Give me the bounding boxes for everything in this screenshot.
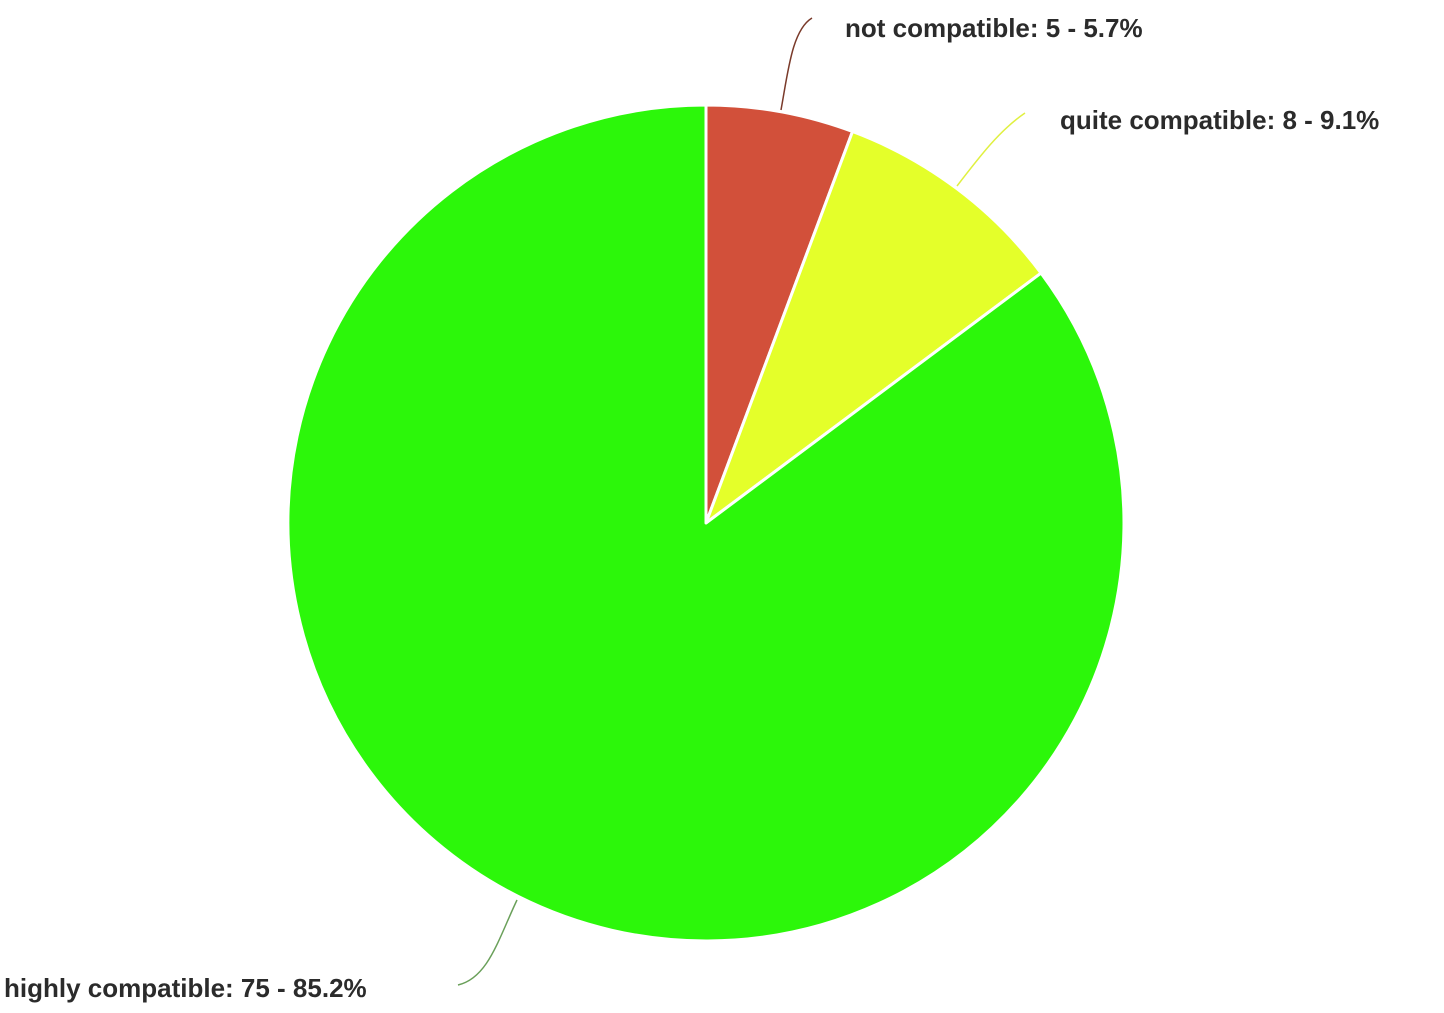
leader-line-highly-compatible — [457, 899, 518, 986]
slice-label-quite-compatible: quite compatible: 8 - 9.1% — [1060, 105, 1379, 135]
pie-slice-quite-compatible — [704, 130, 1043, 525]
leader-line-not-compatible — [780, 17, 813, 111]
pie-slices — [286, 103, 1126, 943]
leader-line-quite-compatible — [956, 112, 1026, 187]
leader-lines — [457, 17, 1026, 986]
slice-label-not-compatible: not compatible: 5 - 5.7% — [845, 13, 1143, 43]
slice-label-highly-compatible: highly compatible: 75 - 85.2% — [4, 973, 367, 1003]
pie-slice-not-compatible — [704, 103, 855, 525]
pie-slice-highly-compatible — [286, 103, 1126, 943]
